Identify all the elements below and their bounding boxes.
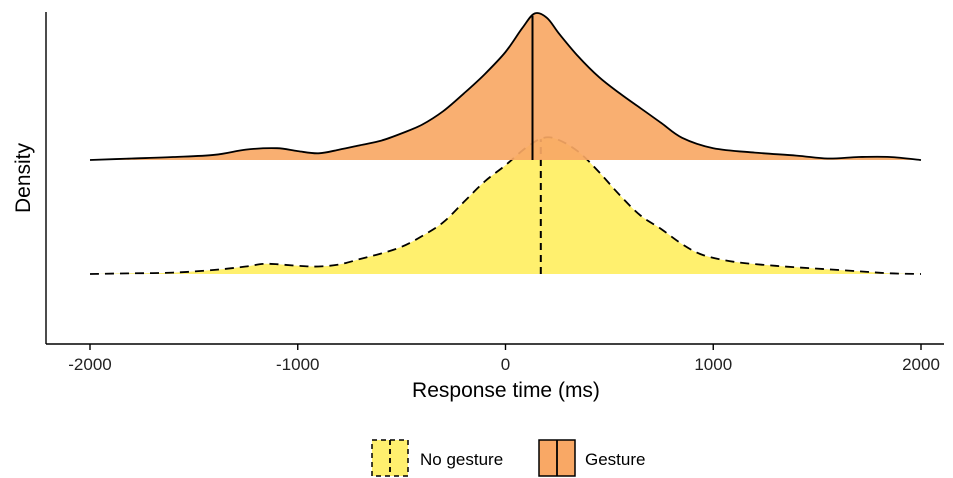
x-tick-label: 1000: [694, 355, 732, 374]
density-area-no-gesture: [90, 137, 921, 274]
y-axis-title: Density: [12, 142, 35, 213]
x-tick-label: 2000: [902, 355, 940, 374]
legend-label-gesture: Gesture: [585, 450, 645, 469]
x-axis-ticks: -2000 -1000 0 1000 2000: [68, 344, 940, 374]
x-tick-label: -2000: [68, 355, 111, 374]
x-tick-label: 0: [501, 355, 510, 374]
plot-area: [89, 12, 922, 275]
x-axis-title: Response time (ms): [412, 379, 600, 402]
legend-label-no-gesture: No gesture: [420, 450, 503, 469]
density-line-no-gesture: [89, 136, 922, 275]
density-area-gesture: [90, 12, 921, 160]
density-ridges: [89, 12, 922, 275]
density-line-gesture: [89, 12, 922, 161]
x-tick-label: -1000: [276, 355, 319, 374]
legend: No gesture Gesture: [371, 439, 645, 477]
